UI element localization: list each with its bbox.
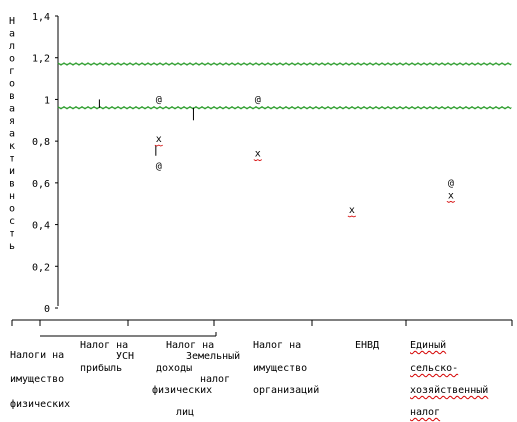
x-marker: x — [255, 149, 261, 160]
y-axis-title-char: я — [9, 116, 15, 127]
x-category-label: доходы — [156, 363, 193, 374]
x-category-label: физических — [10, 399, 71, 410]
y-axis-title-char: а — [9, 29, 15, 40]
x-category-label: УСН — [116, 351, 135, 362]
y-axis-title-char: а — [9, 104, 15, 115]
y-axis-title-char: о — [9, 54, 15, 65]
x-category-label: хозяйственный — [410, 385, 489, 396]
at-marker: @ — [448, 178, 454, 189]
y-axis-title-char: в — [9, 91, 15, 102]
y-tick-label: 0 — [44, 304, 50, 315]
y-axis-title-char: н — [9, 191, 15, 202]
x-marker: x — [349, 205, 355, 216]
y-axis-title-char: а — [9, 129, 15, 140]
x-marker: x — [448, 190, 454, 201]
y-axis-title-char: с — [9, 216, 15, 227]
at-marker: @ — [255, 94, 261, 105]
y-tick-label: 1 — [44, 95, 50, 106]
spell-underline — [347, 215, 357, 218]
x-category-label: Единый — [410, 340, 447, 351]
x-category-label: Налог на — [166, 340, 215, 351]
x-category-label: физических — [152, 385, 213, 396]
y-axis-title-char: Н — [9, 16, 15, 27]
y-tick-label: 0,4 — [32, 221, 50, 232]
x-category-label: налог — [200, 374, 231, 385]
x-marker: x — [156, 134, 162, 145]
y-axis-title-char: ь — [9, 241, 15, 252]
x-category-label: Земельный — [186, 351, 241, 362]
x-category-label: ЕНВД — [355, 340, 380, 351]
y-axis-title-char: в — [9, 179, 15, 190]
x-category-label: организаций — [253, 385, 320, 396]
x-category-label: имущество — [253, 363, 308, 374]
x-category-label: лиц — [176, 407, 195, 418]
at-marker: @ — [156, 161, 162, 172]
x-category-label: Налог на — [80, 340, 129, 351]
y-axis-title-char: к — [9, 141, 15, 152]
x-category-label: налог — [410, 407, 441, 418]
y-tick-label: 0,2 — [32, 262, 50, 273]
x-category-label: Налоги на — [10, 350, 65, 361]
y-tick-label: 0,6 — [32, 179, 50, 190]
x-category-label: имущество — [10, 374, 65, 385]
y-axis-title-char: т — [9, 154, 15, 165]
x-category-label: прибыль — [80, 363, 123, 374]
y-axis-title-char: л — [9, 41, 15, 52]
spell-underline — [154, 144, 163, 147]
x-category-label: Налог на — [253, 340, 302, 351]
y-tick-label: 1,4 — [32, 12, 50, 23]
y-tick-label: 0,8 — [32, 137, 50, 148]
spell-underline — [446, 200, 456, 203]
spell-underline — [253, 159, 262, 162]
x-category-label: сельско- — [410, 363, 459, 374]
y-axis-title-char: т — [9, 229, 15, 240]
at-marker: @ — [156, 94, 162, 105]
y-axis-title-char: о — [9, 204, 15, 215]
y-tick-label: 1,2 — [32, 54, 50, 65]
y-axis-title-char: о — [9, 79, 15, 90]
y-axis-title-char: и — [9, 166, 15, 177]
y-axis-title-char: г — [9, 66, 15, 77]
